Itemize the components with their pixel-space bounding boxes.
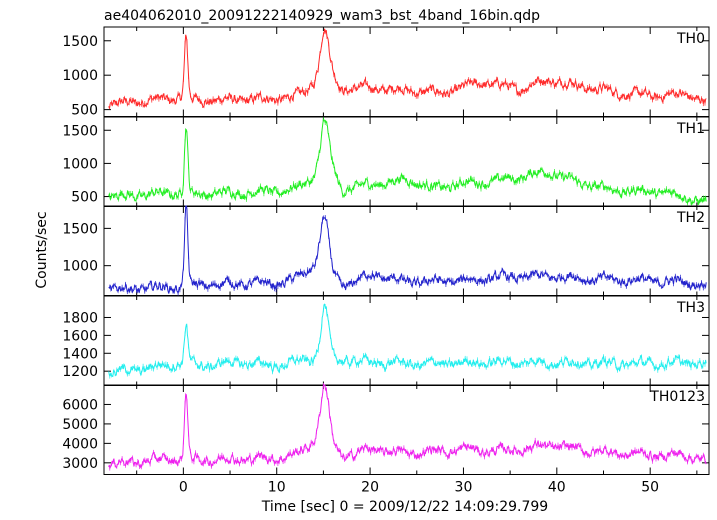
series-line-th0 [108,28,707,110]
y-tick-label: 5000 [62,417,98,433]
series-line-th1 [108,118,707,206]
y-tick-label: 1600 [62,328,98,344]
x-tick-label: 40 [548,480,566,496]
y-tick-label: 1000 [62,68,98,84]
series-line-th0123 [108,384,707,470]
y-tick-label: 1800 [62,310,98,326]
y-tick-label: 1500 [62,34,98,50]
series-line-th3 [108,303,707,378]
y-tick-label: 3000 [62,456,98,472]
panel-frame [103,295,710,386]
y-axis-label: Counts/sec [34,211,50,288]
chart-title: ae404062010_20091222140929_wam3_bst_4ban… [104,8,540,24]
y-tick-label: 1500 [62,221,98,237]
panel-frame [103,26,710,117]
y-tick-label: 1200 [62,364,98,380]
panel-th0123: TH0123 3000 4000 5000 6000 0 10 20 30 40 50 [62,382,710,496]
y-tick-label: 1000 [62,156,98,172]
panels: TH050010001500TH150010001500TH210001500T… [62,26,710,496]
x-tick-label: 20 [361,480,379,496]
x-tick-label: 30 [455,480,473,496]
panel-th1: TH1 500 1000 1500 [62,116,710,207]
panel-th2: TH2 1000 1500 [62,205,710,296]
y-tick-label: 500 [71,103,98,119]
x-axis-label: Time [sec] 0 = 2009/12/22 14:09:29.799 [261,499,548,515]
y-tick-label: 4000 [62,436,98,452]
panel-label: TH0123 [649,389,705,405]
x-tick-label: 0 [179,480,188,496]
series-line-th2 [108,205,707,295]
panel-label: TH1 [676,121,705,137]
x-tick-label: 50 [641,480,659,496]
panel-label: TH3 [676,300,705,316]
panel-label: TH0 [676,31,705,47]
panel-frame [103,384,710,475]
y-tick-label: 1500 [62,123,98,139]
panel-th0: TH0 500 1000 1500 [62,26,710,119]
x-tick-label: 10 [268,480,286,496]
y-tick-label: 1400 [62,346,98,362]
y-tick-label: 6000 [62,397,98,413]
panel-label: TH2 [676,210,705,226]
y-tick-label: 500 [71,190,98,206]
panel-th3: TH3 1200 1400 1600 1800 [62,295,710,386]
y-tick-label: 1000 [62,259,98,275]
series-error-bars [109,29,706,109]
